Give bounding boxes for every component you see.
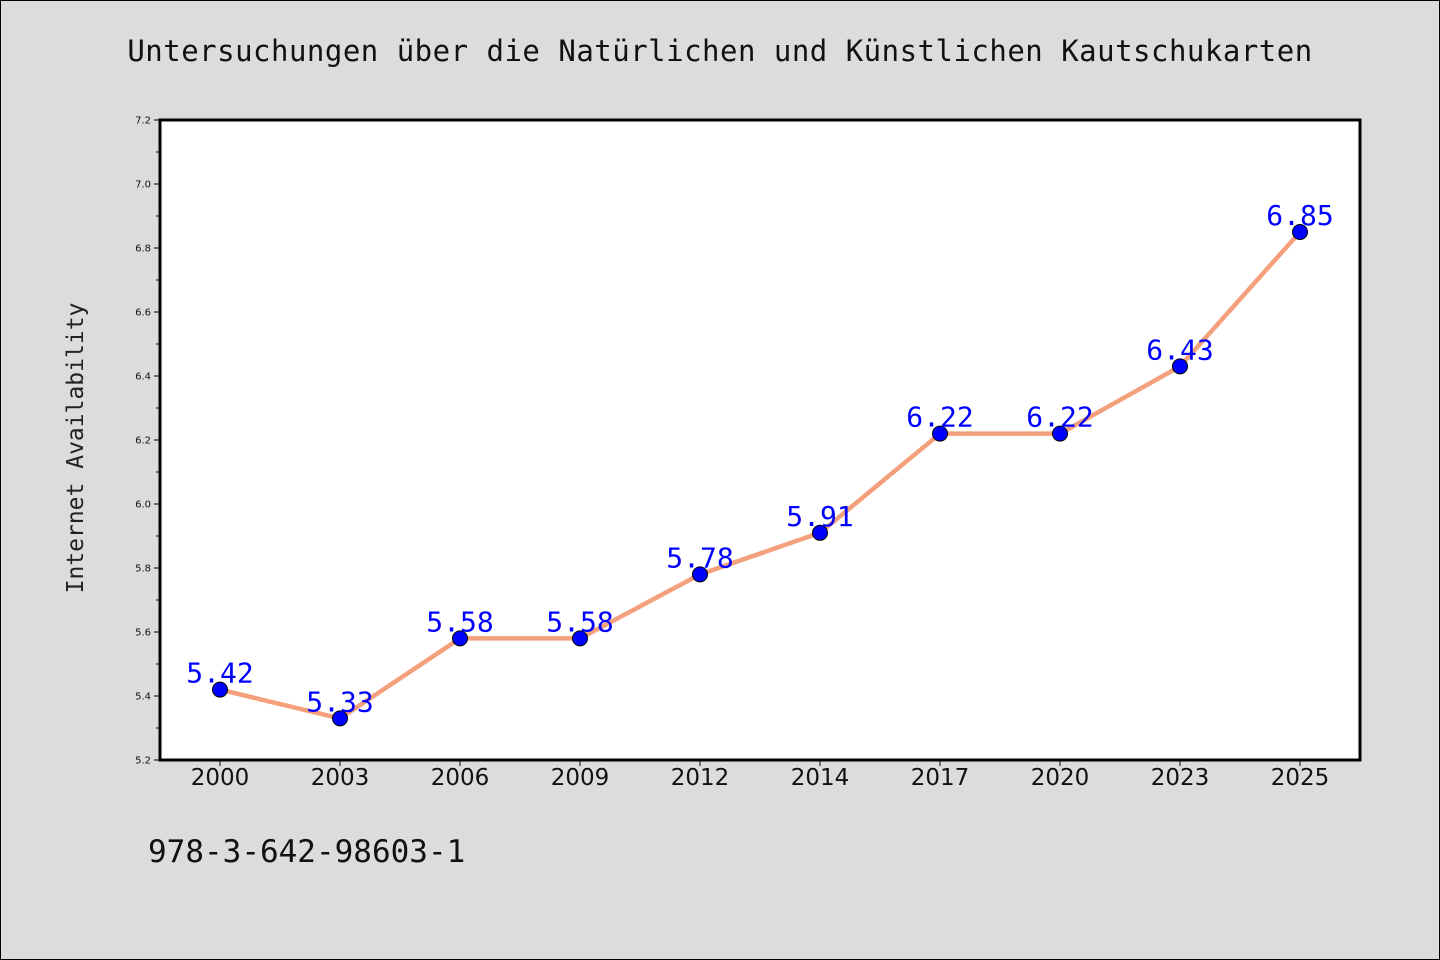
data-point: [1292, 224, 1308, 240]
y-tick-label: 6.6: [135, 308, 151, 319]
y-tick-label: 6.4: [135, 372, 151, 383]
data-label: 6.85: [1266, 199, 1333, 232]
y-tick-label: 7.0: [135, 180, 151, 191]
data-label: 5.33: [306, 685, 373, 718]
data-label: 6.43: [1146, 333, 1213, 366]
data-point: [932, 425, 948, 442]
data-point: [212, 681, 228, 698]
x-tick-label: 2025: [1271, 765, 1330, 791]
x-tick-label: 2023: [1151, 765, 1210, 791]
data-point: [812, 524, 828, 541]
x-tick-label: 2000: [191, 765, 250, 791]
data-point: [1052, 425, 1068, 442]
y-tick-label: 5.4: [135, 692, 151, 703]
y-tick-label: 5.6: [135, 628, 151, 639]
data-point: [332, 710, 348, 727]
x-tick-label: 2003: [311, 765, 370, 791]
y-tick-label: 6.0: [135, 500, 151, 511]
y-tick-label: 7.2: [135, 116, 151, 127]
y-tick-label: 6.2: [135, 436, 151, 447]
data-label: 5.78: [666, 541, 733, 574]
x-tick-label: 2009: [551, 765, 610, 791]
x-tick-label: 2012: [671, 765, 730, 791]
data-point: [452, 630, 468, 647]
data-label: 6.22: [1026, 401, 1093, 434]
data-label: 5.58: [546, 605, 613, 638]
plot-area: [158, 118, 1362, 762]
x-tick-label: 2014: [791, 765, 850, 791]
data-label: 5.42: [186, 657, 253, 690]
y-tick-label: 6.8: [135, 244, 151, 255]
data-point: [692, 566, 708, 583]
x-tick-label: 2017: [911, 765, 970, 791]
data-label: 5.91: [786, 500, 853, 533]
x-tick-label: 2020: [1031, 765, 1090, 791]
footer-isbn: 978-3-642-98603-1: [148, 834, 466, 870]
chart-title: Untersuchungen über die Natürlichen und …: [127, 34, 1313, 68]
data-point: [572, 630, 588, 647]
data-label: 5.58: [426, 605, 493, 638]
x-tick-label: 2006: [431, 765, 490, 791]
data-label: 6.22: [906, 401, 973, 434]
y-tick-label: 5.2: [135, 756, 151, 767]
data-point: [1172, 358, 1188, 375]
series-line: [219, 230, 1302, 721]
y-tick-label: 5.8: [135, 564, 151, 575]
